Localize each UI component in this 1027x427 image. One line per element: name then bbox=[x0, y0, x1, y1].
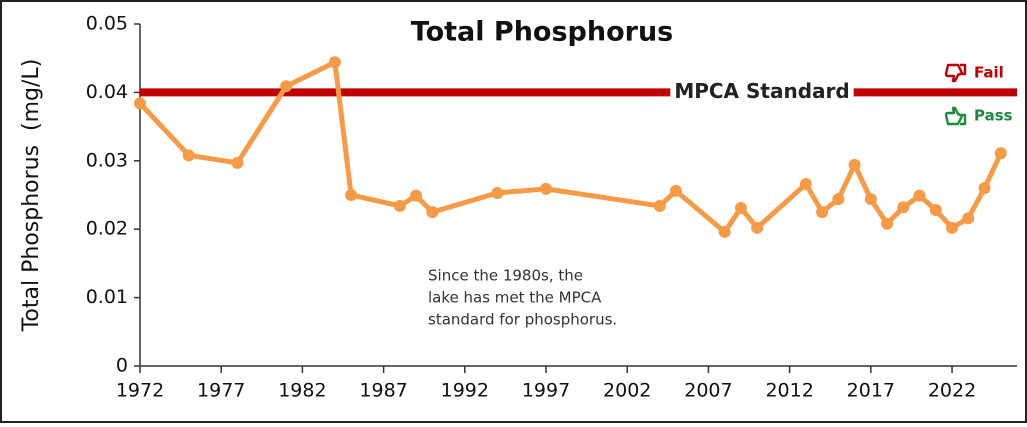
data-point bbox=[540, 182, 553, 195]
data-point bbox=[913, 189, 926, 202]
x-tick-label: 1977 bbox=[197, 380, 245, 402]
x-tick-label: 1982 bbox=[278, 380, 326, 402]
data-point bbox=[410, 189, 423, 202]
x-tick-label: 1992 bbox=[441, 380, 489, 402]
y-tick-label: 0 bbox=[116, 355, 128, 377]
data-point bbox=[669, 184, 682, 197]
pass-label: Pass bbox=[974, 107, 1013, 125]
data-point bbox=[653, 199, 666, 212]
chart-title: Total Phosphorus bbox=[411, 17, 674, 48]
data-point bbox=[897, 201, 910, 214]
x-tick-label: 2022 bbox=[928, 380, 976, 402]
x-tick-label: 2017 bbox=[847, 380, 895, 402]
data-point bbox=[491, 186, 504, 199]
data-point bbox=[978, 182, 991, 195]
data-point bbox=[426, 206, 439, 219]
x-tick-label: 1997 bbox=[522, 380, 570, 402]
y-tick-label: 0.02 bbox=[86, 218, 128, 240]
fail-label: Fail bbox=[974, 64, 1004, 82]
data-point bbox=[393, 199, 406, 212]
data-point bbox=[929, 204, 942, 217]
data-point bbox=[848, 158, 861, 171]
y-tick-label: 0.03 bbox=[86, 149, 128, 171]
data-point bbox=[946, 221, 959, 234]
data-point bbox=[231, 156, 244, 169]
fail-icon bbox=[944, 63, 967, 83]
data-point bbox=[182, 149, 195, 162]
annotation: lake has met the MPCA bbox=[428, 289, 602, 307]
x-tick-label: 2007 bbox=[684, 380, 732, 402]
x-tick-label: 2012 bbox=[765, 380, 813, 402]
data-point bbox=[134, 97, 146, 110]
x-tick-label: 1987 bbox=[359, 380, 407, 402]
y-axis-label: Total Phosphorus (mg/L) bbox=[19, 59, 44, 333]
data-point bbox=[816, 206, 829, 219]
y-tick-label: 0.04 bbox=[86, 81, 128, 103]
x-tick-label: 1972 bbox=[116, 380, 164, 402]
data-point bbox=[832, 193, 845, 206]
pass-icon bbox=[944, 106, 967, 126]
data-point bbox=[328, 56, 341, 69]
data-point bbox=[734, 201, 747, 214]
data-point bbox=[751, 221, 764, 234]
data-point bbox=[994, 147, 1007, 160]
data-point bbox=[864, 193, 877, 206]
data-point bbox=[345, 189, 358, 201]
data-point bbox=[799, 178, 812, 191]
standard-label: MPCA Standard bbox=[674, 79, 849, 103]
x-tick-label: 2002 bbox=[603, 380, 651, 402]
standard-label-bg bbox=[670, 76, 854, 105]
annotation: Since the 1980s, the bbox=[428, 267, 583, 285]
data-point bbox=[280, 80, 293, 93]
data-point bbox=[881, 217, 894, 230]
data-point bbox=[962, 212, 975, 225]
y-tick-label: 0.01 bbox=[86, 286, 128, 308]
y-tick-label: 0.05 bbox=[86, 13, 128, 35]
data-point bbox=[718, 225, 731, 238]
annotation: standard for phosphorus. bbox=[428, 311, 617, 329]
